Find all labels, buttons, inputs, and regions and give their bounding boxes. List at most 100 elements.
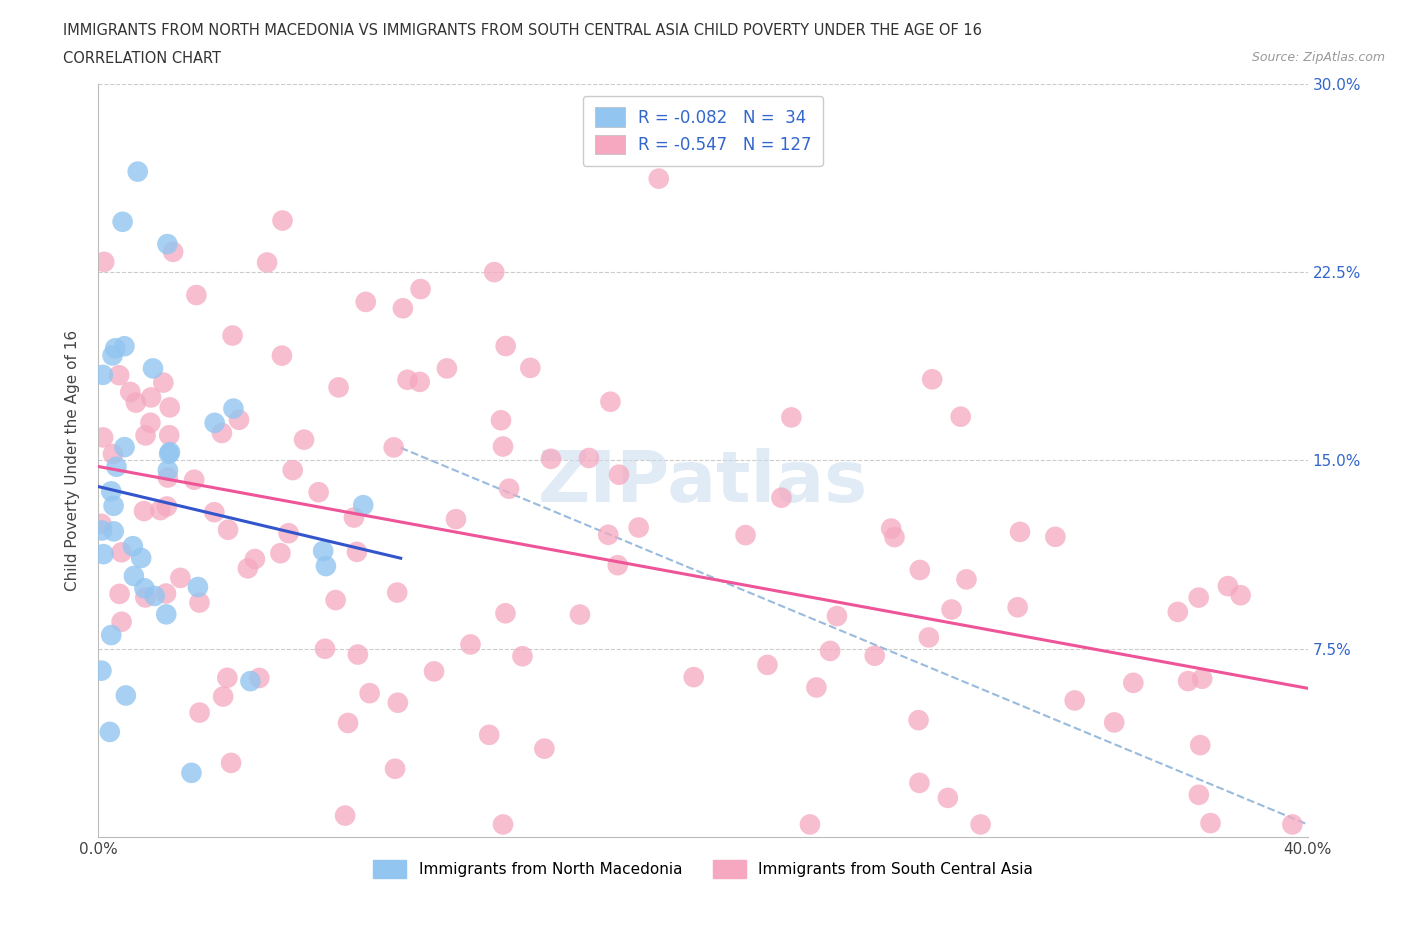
Point <box>134 581 156 596</box>
Point <box>243 551 266 566</box>
Point <box>236 561 259 576</box>
Point <box>183 472 205 487</box>
Point <box>212 689 235 704</box>
Point <box>100 628 122 643</box>
Point <box>352 498 374 512</box>
Point <box>387 585 409 600</box>
Point <box>93 547 115 562</box>
Point <box>188 595 211 610</box>
Point <box>354 295 377 310</box>
Point <box>134 590 156 604</box>
Point <box>114 688 136 703</box>
Point <box>157 446 180 461</box>
Point <box>1188 591 1211 605</box>
Point <box>607 467 630 482</box>
Point <box>156 499 179 514</box>
Point <box>105 459 128 474</box>
Point <box>315 559 337 574</box>
Point <box>495 339 517 353</box>
Point <box>908 563 931 578</box>
Point <box>90 663 112 678</box>
Point <box>132 504 155 519</box>
Point <box>122 568 145 583</box>
Point <box>359 685 381 700</box>
Point <box>444 512 467 526</box>
Point <box>941 602 963 617</box>
Point <box>818 644 841 658</box>
Point <box>155 607 177 622</box>
Point <box>211 426 233 441</box>
Point <box>436 361 458 376</box>
Point <box>101 348 124 363</box>
Point <box>90 516 112 531</box>
Point <box>247 671 270 685</box>
Point <box>127 164 149 179</box>
Point <box>139 390 162 405</box>
Point <box>460 637 482 652</box>
Point <box>1122 675 1144 690</box>
Point <box>217 671 239 685</box>
Point <box>333 808 356 823</box>
Point <box>1177 673 1199 688</box>
Point <box>142 361 165 376</box>
Point <box>409 375 432 390</box>
Text: IMMIGRANTS FROM NORTH MACEDONIA VS IMMIGRANTS FROM SOUTH CENTRAL ASIA CHILD POVE: IMMIGRANTS FROM NORTH MACEDONIA VS IMMIG… <box>63 23 983 38</box>
Point <box>169 570 191 585</box>
Point <box>387 696 409 711</box>
Point <box>478 727 501 742</box>
Y-axis label: Child Poverty Under the Age of 16: Child Poverty Under the Age of 16 <box>65 330 80 591</box>
Point <box>627 520 650 535</box>
Point <box>256 255 278 270</box>
Point <box>1189 737 1212 752</box>
Point <box>110 615 132 630</box>
Point <box>149 503 172 518</box>
Point <box>568 607 591 622</box>
Point <box>114 339 136 353</box>
Point <box>949 409 972 424</box>
Point <box>512 649 534 664</box>
Point <box>492 439 515 454</box>
Point <box>228 412 250 427</box>
Point <box>883 530 905 545</box>
Point <box>155 586 177 601</box>
Point <box>139 416 162 431</box>
Point <box>578 450 600 465</box>
Point <box>312 543 335 558</box>
Point <box>1063 693 1085 708</box>
Point <box>936 790 959 805</box>
Point <box>492 817 515 832</box>
Point <box>271 348 294 363</box>
Point <box>120 384 142 399</box>
Point <box>955 572 977 587</box>
Point <box>157 428 180 443</box>
Point <box>409 282 432 297</box>
Point <box>277 525 299 540</box>
Point <box>908 776 931 790</box>
Point <box>969 817 991 832</box>
Point <box>159 445 181 459</box>
Point <box>271 213 294 228</box>
Point <box>533 741 555 756</box>
Point <box>91 523 114 538</box>
Point <box>606 558 628 573</box>
Point <box>217 523 239 538</box>
Point <box>108 587 131 602</box>
Point <box>110 545 132 560</box>
Point <box>108 367 131 382</box>
Point <box>308 485 330 499</box>
Point <box>343 510 366 525</box>
Point <box>734 527 756 542</box>
Point <box>221 328 243 343</box>
Point <box>292 432 315 447</box>
Point <box>1216 578 1239 593</box>
Point <box>186 287 208 302</box>
Point <box>135 428 157 443</box>
Point <box>1281 817 1303 832</box>
Point <box>384 762 406 777</box>
Point <box>159 400 181 415</box>
Point <box>219 755 242 770</box>
Text: Source: ZipAtlas.com: Source: ZipAtlas.com <box>1251 51 1385 64</box>
Text: CORRELATION CHART: CORRELATION CHART <box>63 51 221 66</box>
Point <box>347 647 370 662</box>
Point <box>1188 788 1211 803</box>
